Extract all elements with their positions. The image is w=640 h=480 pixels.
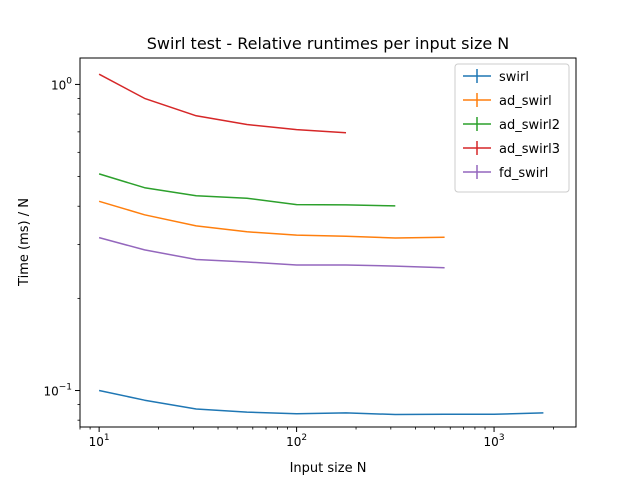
chart-title: Swirl test - Relative runtimes per input… xyxy=(147,34,510,53)
legend-item: swirl xyxy=(463,69,529,85)
x-axis: 101 102 103 xyxy=(79,427,554,449)
series-line-ad_swirl3 xyxy=(98,73,347,134)
x-axis-label: Input size N xyxy=(290,461,367,476)
legend-label: ad_swirl3 xyxy=(499,142,560,157)
legend-item: ad_swirl xyxy=(463,93,552,109)
legend-label: ad_swirl xyxy=(499,94,552,109)
legend-item: ad_swirl2 xyxy=(463,117,560,133)
y-tick-label: 10−1 xyxy=(43,383,72,399)
y-axis: 10−1 100 xyxy=(43,76,80,421)
legend-box xyxy=(454,63,570,193)
series-line-swirl xyxy=(98,389,544,416)
x-tick-label: 101 xyxy=(89,433,110,449)
y-tick-label: 100 xyxy=(51,76,72,92)
plot-frame xyxy=(79,57,577,428)
x-tick-label: 102 xyxy=(286,433,307,449)
series-line-ad_swirl2 xyxy=(98,173,396,207)
legend-label: swirl xyxy=(499,70,529,85)
legend-label: ad_swirl2 xyxy=(499,118,560,133)
legend: swirl ad_swirl ad_swirl2 ad_swirl3 fd_swirl xyxy=(454,63,570,193)
legend-label: fd_swirl xyxy=(499,166,548,181)
y-axis-label: Time (ms) / N xyxy=(17,198,32,287)
plot-lines xyxy=(98,73,544,416)
series-line-ad_swirl xyxy=(98,200,445,239)
legend-item: ad_swirl3 xyxy=(463,141,560,157)
legend-item: fd_swirl xyxy=(463,165,548,181)
series-line-fd_swirl xyxy=(98,236,445,269)
x-tick-label: 103 xyxy=(484,433,505,449)
